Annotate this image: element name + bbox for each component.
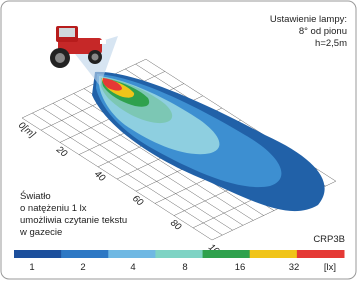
scale-segment — [155, 250, 203, 258]
settings-line: 8° od pionu — [299, 26, 347, 37]
settings-line: Ustawienie lampy: — [270, 14, 347, 25]
scale-segment — [250, 250, 298, 258]
scale-segment — [108, 250, 156, 258]
note-line: Światło — [20, 190, 51, 202]
note-line: o natężeniu 1 lx — [20, 203, 87, 214]
color-scale — [14, 250, 345, 258]
illustration: 0[m]20406080100 Ustawienie lampy:8° od p… — [0, 0, 357, 280]
note-line: umożliwia czytanie tekstu — [20, 215, 127, 226]
settings-line: h=2,5m — [315, 38, 347, 49]
scale-label: 16 — [235, 262, 246, 273]
scale-segment — [14, 250, 62, 258]
note-line: w gazecie — [19, 227, 62, 238]
model: CRP3B — [313, 234, 345, 245]
scale-label: 4 — [130, 262, 135, 273]
scale-label: [lx] — [324, 262, 336, 273]
scale-label: 32 — [289, 262, 300, 273]
scale-label: 1 — [29, 262, 34, 273]
scale-segment — [297, 250, 345, 258]
scale-label: 8 — [182, 262, 187, 273]
scale-segment — [61, 250, 109, 258]
page: 0[m]20406080100 Ustawienie lampy:8° od p… — [0, 0, 357, 285]
scale-label: 2 — [80, 262, 85, 273]
scale-segment — [203, 250, 251, 258]
